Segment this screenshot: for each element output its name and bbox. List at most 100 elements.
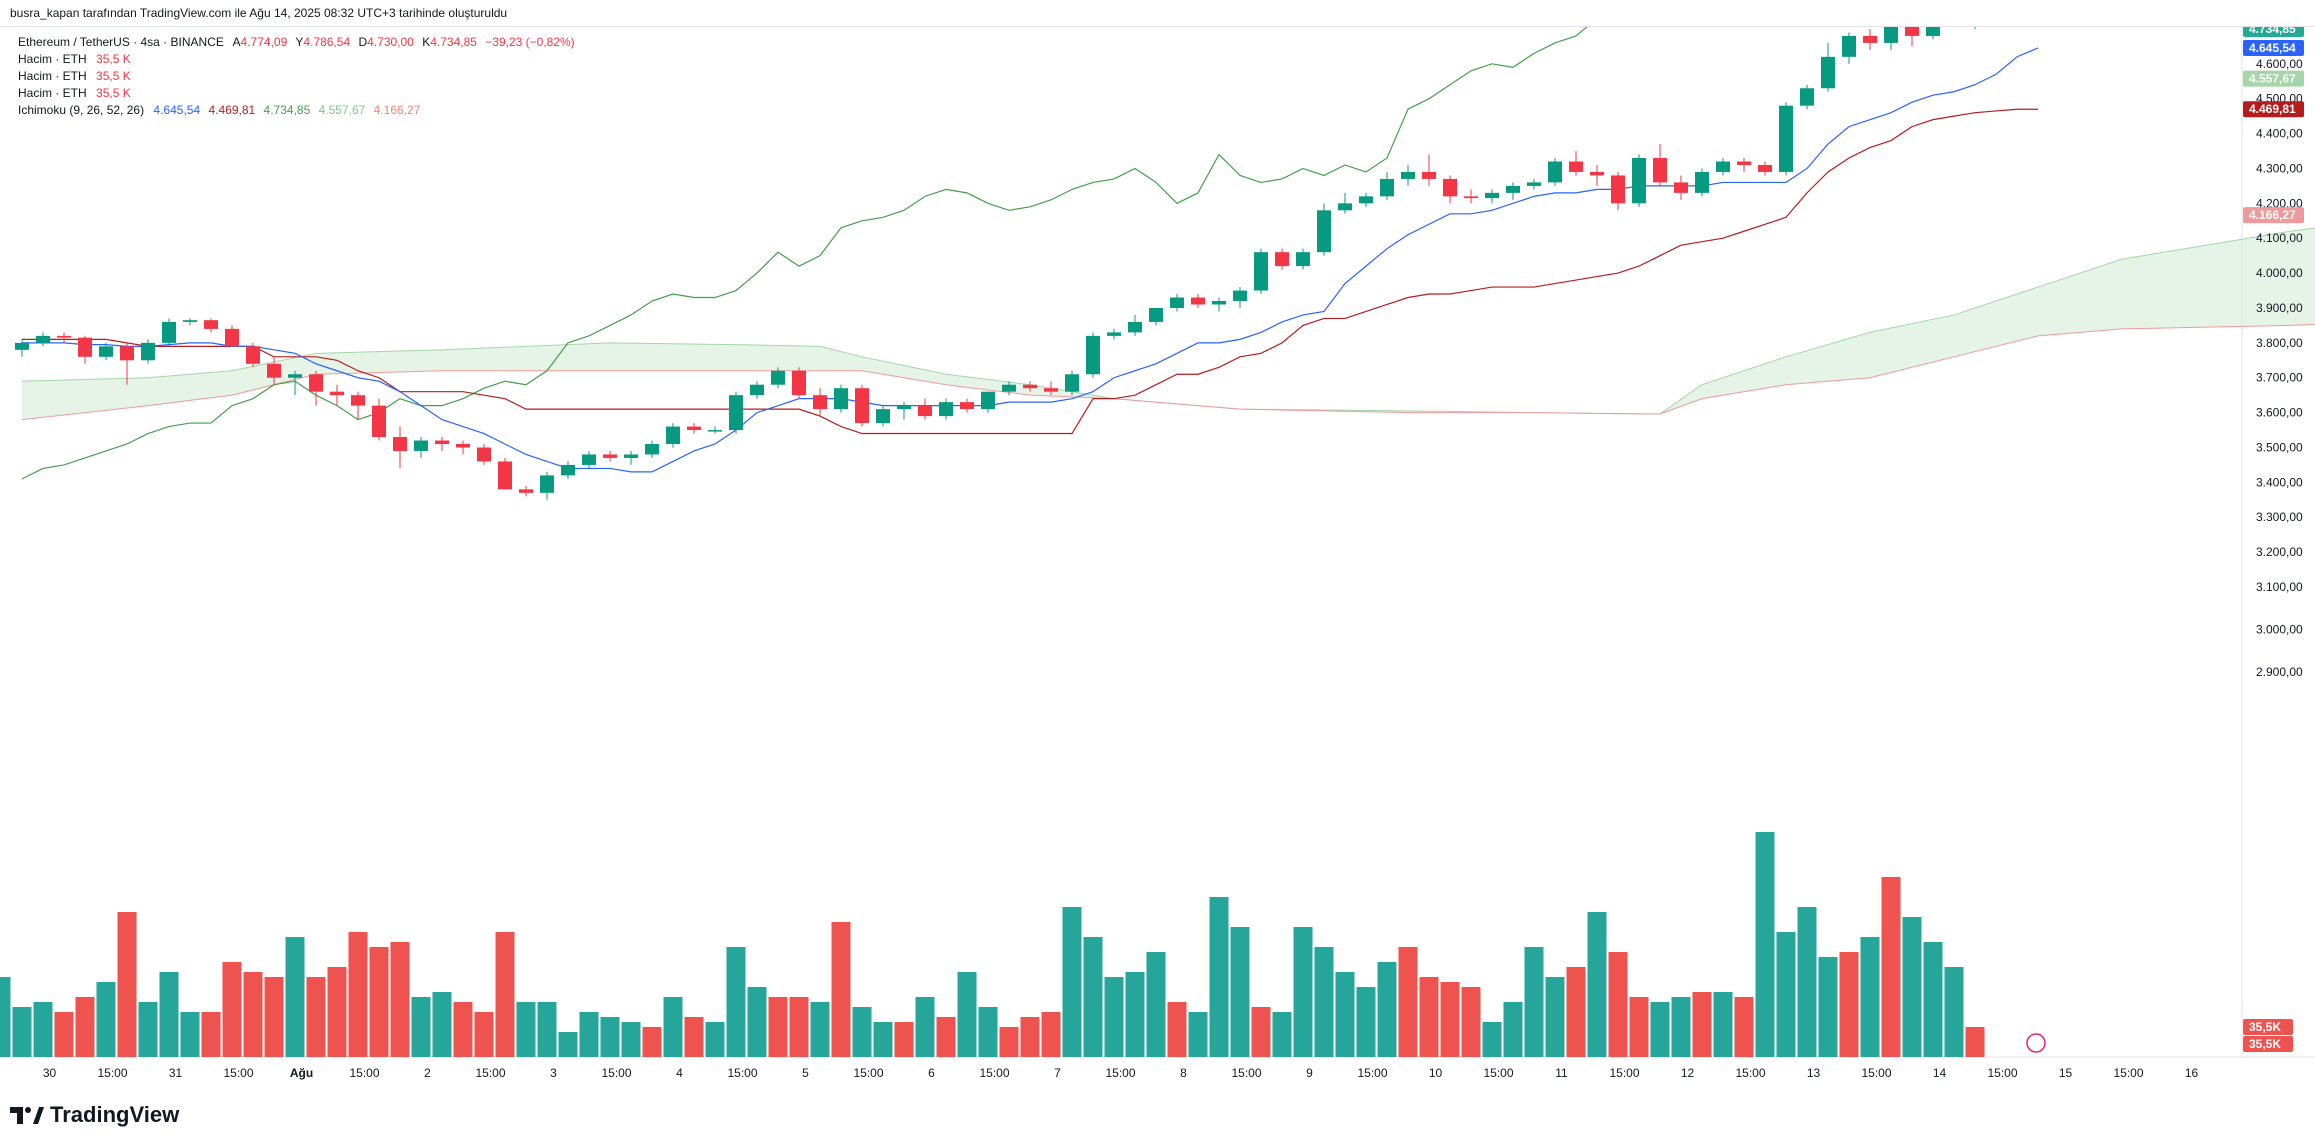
volume-bar bbox=[957, 972, 977, 1057]
price-tag-label: 4.469,81 bbox=[2249, 102, 2296, 116]
candle-body bbox=[792, 370, 806, 396]
candle-body bbox=[1821, 56, 1835, 89]
price-axis-label: 4.300,00 bbox=[2256, 161, 2303, 175]
price-tag-label: 4.557,67 bbox=[2249, 72, 2296, 86]
volume-bar bbox=[1503, 1002, 1523, 1057]
candle-body bbox=[477, 447, 491, 462]
volume-bar bbox=[1041, 1012, 1061, 1057]
volume-bar bbox=[1902, 917, 1922, 1057]
volume-value: 35,5 K bbox=[96, 69, 131, 83]
time-axis-label: 15:00 bbox=[1483, 1066, 1513, 1080]
volume-bar bbox=[495, 932, 515, 1057]
tradingview-logo[interactable]: TradingView bbox=[10, 1102, 179, 1128]
time-axis-label: 6 bbox=[928, 1066, 935, 1080]
time-axis-label: 15:00 bbox=[1231, 1066, 1261, 1080]
volume-legend-row[interactable]: Hacim · ETH 35,5 K bbox=[18, 85, 575, 102]
volume-label: Hacim · ETH bbox=[18, 69, 87, 83]
candle-body bbox=[1086, 335, 1100, 375]
volume-bar bbox=[243, 972, 263, 1057]
candle-body bbox=[1905, 27, 1919, 36]
volume-bar bbox=[327, 967, 347, 1057]
time-axis-label: 15 bbox=[2059, 1066, 2073, 1080]
volume-value: 35,5 K bbox=[96, 86, 131, 100]
volume-bar bbox=[117, 912, 137, 1057]
price-tag-label: 4.645,54 bbox=[2249, 41, 2296, 55]
candle-body bbox=[57, 335, 71, 338]
volume-bar bbox=[579, 1012, 599, 1057]
volume-bar bbox=[0, 977, 11, 1057]
candle-body bbox=[1233, 290, 1247, 301]
price-axis-label: 3.300,00 bbox=[2256, 510, 2303, 524]
candle-body bbox=[1716, 161, 1730, 172]
candle-body bbox=[1884, 27, 1898, 43]
volume-bar bbox=[54, 1012, 74, 1057]
candle-body bbox=[666, 426, 680, 444]
time-axis-label: 15:00 bbox=[1609, 1066, 1639, 1080]
candle-body bbox=[687, 426, 701, 431]
volume-bar bbox=[1062, 907, 1082, 1057]
time-axis-label: 14 bbox=[1933, 1066, 1947, 1080]
time-axis-label: 15:00 bbox=[727, 1066, 757, 1080]
volume-bar bbox=[768, 997, 788, 1057]
time-axis-label: 15:00 bbox=[2113, 1066, 2143, 1080]
candle-body bbox=[141, 342, 155, 361]
candle-body bbox=[309, 374, 323, 392]
symbol-label: Ethereum / TetherUS · 4sa · BINANCE bbox=[18, 35, 224, 49]
symbol-row[interactable]: Ethereum / TetherUS · 4sa · BINANCE A4.7… bbox=[18, 34, 575, 51]
candle-body bbox=[645, 444, 659, 455]
volume-bar bbox=[747, 987, 767, 1057]
candle-body bbox=[1128, 321, 1142, 333]
chart-caption: busra_kapan tarafından TradingView.com i… bbox=[10, 6, 508, 20]
ohlc-close-value: 4.734,85 bbox=[430, 35, 477, 49]
ohlc-high-key: Y bbox=[295, 35, 304, 49]
time-axis-label: 16 bbox=[2185, 1066, 2199, 1080]
price-tag bbox=[2243, 27, 2304, 37]
volume-bar bbox=[831, 922, 851, 1057]
volume-bar bbox=[1545, 977, 1565, 1057]
candle-body bbox=[918, 405, 932, 417]
volume-bar bbox=[180, 1012, 200, 1057]
candle-body bbox=[729, 395, 743, 431]
brand-name: TradingView bbox=[50, 1102, 180, 1127]
time-axis-label: 2 bbox=[424, 1066, 431, 1080]
price-axis-label: 4.000,00 bbox=[2256, 266, 2303, 280]
chart-area[interactable]: 5.100,005.000,004.700,004.600,004.500,00… bbox=[0, 26, 2315, 1082]
volume-bar bbox=[1965, 1027, 1985, 1057]
price-axis-label: 4.600,00 bbox=[2256, 57, 2303, 71]
candle-body bbox=[330, 391, 344, 396]
volume-bar bbox=[726, 947, 746, 1057]
volume-bar bbox=[1713, 992, 1733, 1057]
candle-body bbox=[351, 395, 365, 406]
candle-body bbox=[183, 320, 197, 322]
volume-legend-row[interactable]: Hacim · ETH 35,5 K bbox=[18, 68, 575, 85]
candle-body bbox=[1023, 384, 1037, 389]
volume-bar bbox=[537, 1002, 557, 1057]
candle-body bbox=[1044, 388, 1058, 392]
chart-legend: Ethereum / TetherUS · 4sa · BINANCE A4.7… bbox=[18, 34, 575, 119]
ichimoku-span-b-line bbox=[21, 323, 2315, 421]
price-axis-label: 3.800,00 bbox=[2256, 336, 2303, 350]
volume-bar bbox=[453, 1002, 473, 1057]
candle-body bbox=[204, 320, 218, 329]
volume-bar bbox=[285, 937, 305, 1057]
candle-body bbox=[834, 388, 848, 410]
candle-body bbox=[939, 402, 953, 417]
volume-bar bbox=[1398, 947, 1418, 1057]
candle-body bbox=[498, 461, 512, 490]
volume-bar bbox=[558, 1032, 578, 1057]
time-axis-label: Ağu bbox=[290, 1066, 313, 1080]
candle-body bbox=[162, 321, 176, 343]
ichimoku-legend-row[interactable]: Ichimoku (9, 26, 52, 26) 4.645,54 4.469,… bbox=[18, 102, 575, 119]
volume-legend-row[interactable]: Hacim · ETH 35,5 K bbox=[18, 51, 575, 68]
time-axis-label: 3 bbox=[550, 1066, 557, 1080]
candle-body bbox=[1590, 171, 1604, 176]
volume-bar bbox=[642, 1027, 662, 1057]
volume-bar bbox=[1524, 947, 1544, 1057]
candle-body bbox=[960, 402, 974, 410]
candle-body bbox=[1527, 182, 1541, 186]
price-chart-svg[interactable]: 5.100,005.000,004.700,004.600,004.500,00… bbox=[0, 27, 2315, 1082]
candle-body bbox=[15, 342, 29, 350]
candle-body bbox=[1632, 158, 1646, 204]
volume-bar bbox=[894, 1022, 914, 1057]
time-axis-label: 30 bbox=[43, 1066, 57, 1080]
